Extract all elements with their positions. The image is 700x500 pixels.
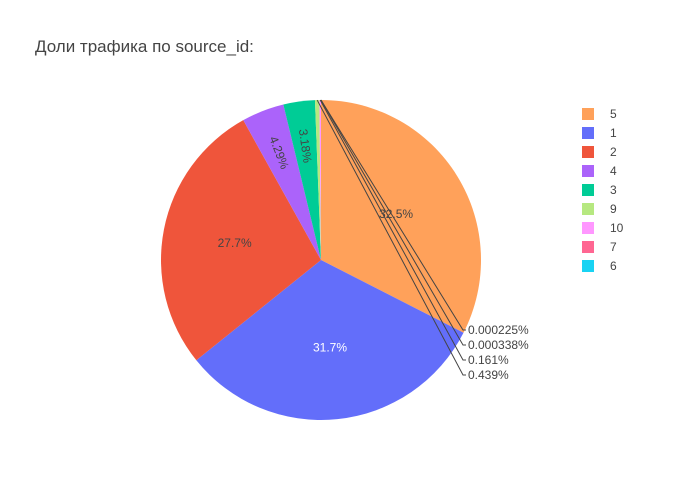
legend-label-2: 2 bbox=[610, 145, 617, 159]
legend-item-9[interactable]: 9 bbox=[582, 202, 617, 216]
pie-slice-3[interactable] bbox=[283, 100, 321, 260]
pie-slice-4[interactable] bbox=[243, 104, 321, 261]
slice-label-10: 0.161% bbox=[468, 353, 509, 367]
legend-swatch-2 bbox=[582, 146, 594, 158]
pie-slice-1[interactable] bbox=[196, 260, 464, 420]
slice-label-6: 0.000225% bbox=[468, 323, 529, 337]
legend-swatch-9 bbox=[582, 203, 594, 215]
legend-label-9: 9 bbox=[610, 202, 617, 216]
legend-swatch-4 bbox=[582, 165, 594, 177]
slice-label-9: 0.439% bbox=[468, 368, 509, 382]
slice-label-2: 27.7% bbox=[218, 236, 252, 250]
pie-slice-2[interactable] bbox=[161, 120, 321, 361]
legend-label-5: 5 bbox=[610, 107, 617, 121]
legend-label-4: 4 bbox=[610, 164, 617, 178]
legend-label-10: 10 bbox=[610, 221, 624, 235]
pie-outside-labels: 0.000225%0.000338%0.161%0.439% bbox=[316, 99, 529, 382]
legend-label-1: 1 bbox=[610, 126, 617, 140]
leader-line-10 bbox=[319, 99, 466, 361]
legend-label-7: 7 bbox=[610, 240, 617, 254]
legend-item-3[interactable]: 3 bbox=[582, 183, 617, 197]
legend-swatch-6 bbox=[582, 260, 594, 272]
legend-item-10[interactable]: 10 bbox=[582, 221, 624, 235]
legend-item-1[interactable]: 1 bbox=[582, 126, 617, 140]
slice-label-7: 0.000338% bbox=[468, 338, 529, 352]
legend-item-6[interactable]: 6 bbox=[582, 259, 617, 273]
legend-item-4[interactable]: 4 bbox=[582, 164, 617, 178]
leader-line-6 bbox=[320, 99, 466, 331]
legend-item-7[interactable]: 7 bbox=[582, 240, 617, 254]
legend: 5 1 2 4 3 9 10 7 6 bbox=[582, 107, 624, 273]
legend-swatch-5 bbox=[582, 108, 594, 120]
pie-slice-5[interactable] bbox=[321, 100, 482, 333]
pie-slice-10[interactable] bbox=[319, 100, 321, 260]
leader-line-9 bbox=[316, 99, 466, 376]
legend-label-6: 6 bbox=[610, 259, 617, 273]
slice-label-3: 3.18% bbox=[296, 128, 315, 164]
slice-label-1: 31.7% bbox=[313, 341, 347, 355]
slice-label-5: 32.5% bbox=[379, 207, 413, 221]
pie-slice-9[interactable] bbox=[314, 100, 321, 260]
legend-swatch-7 bbox=[582, 241, 594, 253]
legend-item-5[interactable]: 5 bbox=[582, 107, 617, 121]
legend-label-3: 3 bbox=[610, 183, 617, 197]
legend-swatch-3 bbox=[582, 184, 594, 196]
legend-swatch-1 bbox=[582, 127, 594, 139]
leader-line-7 bbox=[320, 99, 466, 346]
chart-title: Доли трафика по source_id: bbox=[35, 37, 254, 56]
legend-swatch-10 bbox=[582, 222, 594, 234]
pie-slices bbox=[161, 100, 482, 420]
legend-item-2[interactable]: 2 bbox=[582, 145, 617, 159]
